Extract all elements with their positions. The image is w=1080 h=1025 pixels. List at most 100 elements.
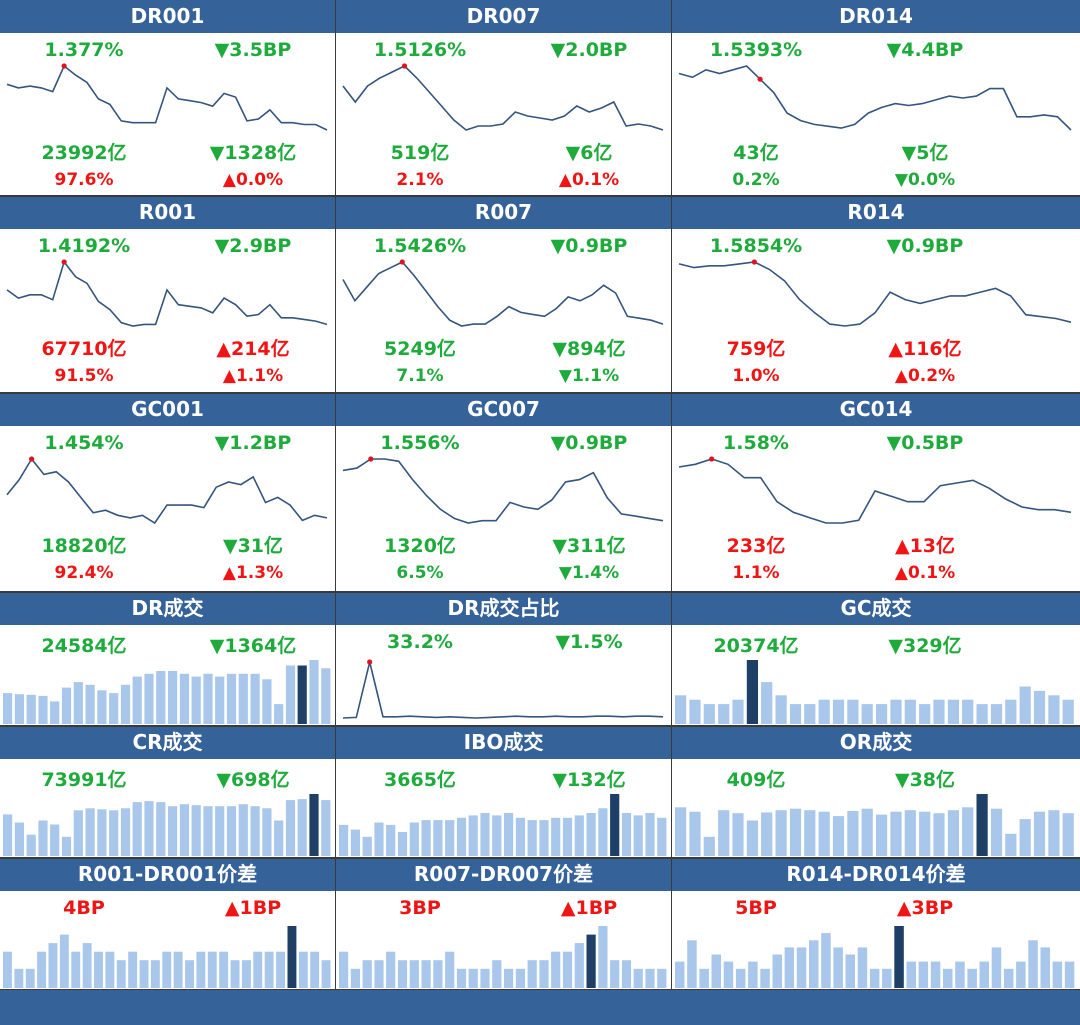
volume-value: 5249亿	[384, 338, 456, 360]
headline-change: ▼132亿	[552, 769, 626, 791]
highlight-bar	[976, 794, 988, 856]
bar	[120, 808, 131, 856]
bar	[253, 951, 263, 988]
bar	[735, 968, 746, 988]
bar	[309, 660, 319, 724]
rate-value: 1.5393%	[709, 39, 803, 61]
bar	[85, 684, 95, 724]
rate-value: 1.58%	[723, 432, 789, 454]
bar	[191, 805, 201, 856]
bar	[14, 694, 24, 724]
headline-change: ▼38亿	[894, 769, 956, 791]
bar	[173, 951, 183, 988]
bar-chart	[3, 926, 331, 988]
bar	[59, 934, 69, 988]
bar	[492, 960, 502, 988]
bar	[562, 817, 573, 856]
bar	[73, 810, 83, 856]
bar	[1003, 968, 1014, 988]
bar	[3, 693, 13, 724]
bar	[492, 815, 502, 856]
volume-value: 759亿	[726, 338, 786, 360]
panel-title: R007	[336, 196, 671, 229]
panel-dr: DR成交占比 33.2% ▼1.5%	[336, 592, 672, 726]
bar-chart	[675, 926, 1075, 988]
panel-ibo: IBO成交 3665亿 ▼132亿	[336, 726, 672, 858]
bar	[796, 947, 807, 988]
volume-change: ▼5亿	[901, 142, 949, 164]
highlight-point	[61, 259, 67, 265]
bar	[321, 668, 331, 724]
panel-dr: DR成交 24584亿 ▼1364亿	[0, 592, 336, 726]
bar	[3, 951, 12, 988]
highlight-bar	[297, 665, 307, 724]
bar	[527, 820, 537, 856]
bar	[61, 687, 72, 724]
bar	[1033, 811, 1046, 856]
bar	[374, 822, 384, 856]
row-divider	[0, 392, 1080, 394]
bar	[689, 699, 701, 724]
rate-change: ▼3.5BP	[214, 39, 292, 61]
bar	[687, 940, 697, 988]
bar	[699, 968, 709, 988]
bar	[132, 802, 142, 856]
bar	[918, 961, 929, 988]
highlight-point	[751, 259, 757, 265]
bar	[703, 704, 715, 724]
bar	[139, 960, 149, 988]
bar	[772, 954, 782, 988]
bar	[386, 951, 396, 988]
bar	[116, 960, 126, 988]
bar	[1048, 695, 1060, 724]
sparkline-chart	[678, 65, 1072, 131]
headline-change: ▼329亿	[888, 635, 962, 657]
bar	[71, 951, 81, 988]
highlight-bar	[586, 934, 596, 988]
share-change: ▲1.1%	[222, 366, 284, 386]
bar	[760, 968, 770, 988]
volume-value: 1320亿	[384, 535, 456, 557]
bar	[645, 968, 655, 988]
bar	[904, 810, 916, 856]
bar	[1005, 833, 1017, 856]
bar	[1062, 699, 1074, 724]
panel-or: OR成交 409亿 ▼38亿	[672, 726, 1080, 858]
bar	[818, 811, 830, 856]
rate-value: 1.5126%	[373, 39, 467, 61]
bar	[94, 951, 103, 988]
bar	[120, 684, 131, 724]
bar	[339, 824, 349, 856]
bar	[468, 968, 478, 988]
bar	[433, 960, 443, 988]
bar	[711, 954, 721, 988]
highlight-bar	[309, 794, 319, 856]
volume-value: 43亿	[733, 142, 779, 164]
bar	[196, 951, 206, 988]
bar	[350, 829, 360, 856]
bar-chart	[675, 794, 1074, 856]
volume-value: 67710亿	[41, 338, 127, 360]
bar	[73, 682, 83, 724]
bar	[947, 699, 959, 724]
bar	[1033, 690, 1046, 724]
bar	[362, 960, 372, 988]
bar	[226, 673, 237, 724]
rate-value: 1.454%	[44, 432, 124, 454]
panel-title: DR001	[0, 0, 335, 33]
volume-change: ▼6亿	[565, 142, 613, 164]
bar	[397, 832, 408, 856]
bar	[421, 820, 431, 856]
panel-r001: R001 1.4192% ▼2.9BP 67710亿 ▲214亿 91.5% ▲1.1%	[0, 196, 336, 393]
share-value: 97.6%	[54, 170, 114, 190]
bar	[976, 704, 988, 724]
bar	[718, 810, 730, 856]
headline-change: ▲1BP	[560, 897, 618, 919]
headline-value: 3665亿	[384, 769, 456, 791]
bar	[955, 961, 965, 988]
headline-value: 20374亿	[713, 635, 799, 657]
bar	[962, 699, 974, 724]
bar	[504, 813, 514, 856]
headline-value: 4BP	[63, 897, 105, 919]
